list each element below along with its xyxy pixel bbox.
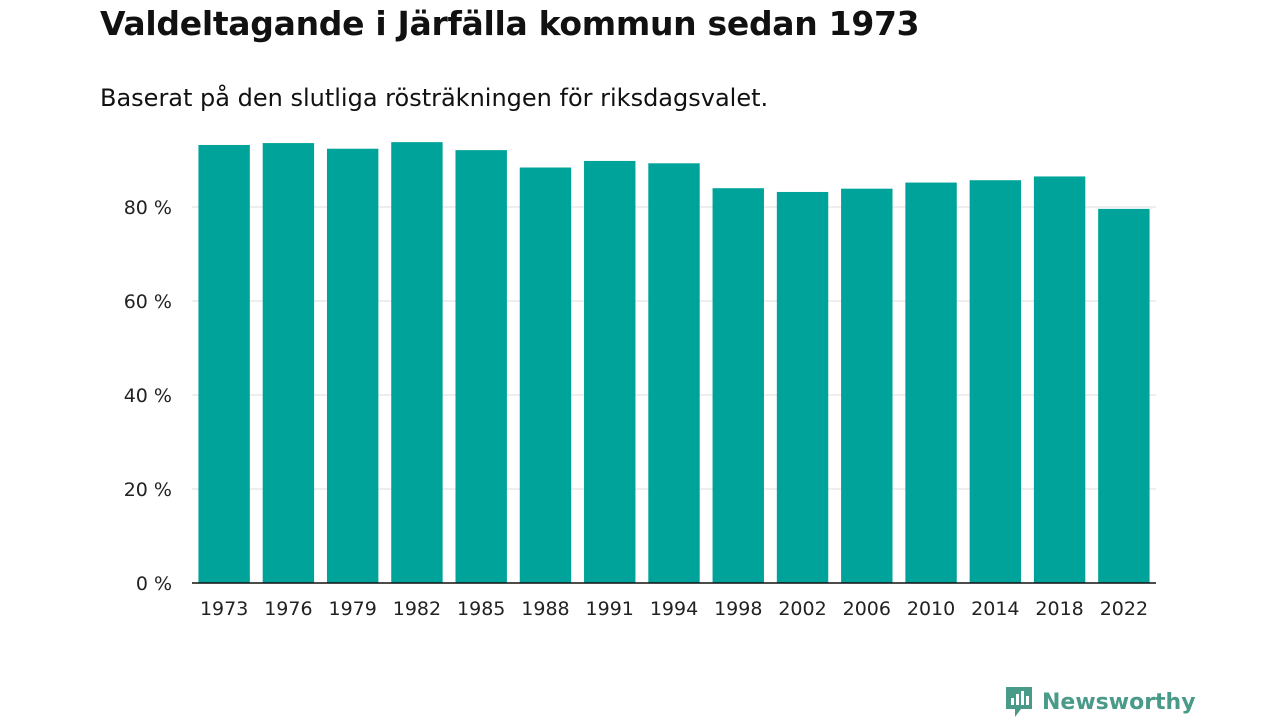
bar-2022	[1098, 208, 1150, 583]
x-tick-label: 1994	[650, 598, 698, 620]
bar-2014	[969, 180, 1022, 583]
logo-text: Newsworthy	[1042, 689, 1196, 715]
bar-1982	[391, 142, 443, 583]
x-tick-label: 1991	[586, 598, 634, 620]
x-tick-label: 1973	[200, 598, 248, 620]
newsworthy-logo-icon	[1006, 687, 1032, 717]
x-tick-label: 1985	[457, 598, 505, 620]
bar-1985	[455, 150, 507, 583]
x-tick-label: 2006	[843, 598, 891, 620]
x-tick-label: 1982	[393, 598, 441, 620]
bar-2010	[905, 182, 957, 583]
x-tick-label: 1998	[714, 598, 762, 620]
x-tick-label: 2014	[971, 598, 1019, 620]
y-tick-label: 40 %	[124, 385, 172, 407]
y-tick-label: 20 %	[124, 479, 172, 501]
y-tick-label: 0 %	[136, 573, 172, 595]
x-tick-label: 1988	[521, 598, 569, 620]
y-tick-label: 60 %	[124, 291, 172, 313]
axes: 0 % 20 % 40 % 60 % 80 % 1973 1976 1979 1982 1985 1…	[124, 197, 1156, 620]
y-tick-label: 80 %	[124, 197, 172, 219]
chart-subtitle: Baserat på den slutliga rösträkningen fö…	[100, 84, 769, 112]
x-tick-label: 2022	[1100, 598, 1148, 620]
x-tick-label: 2010	[907, 598, 955, 620]
bar-1976	[262, 143, 315, 583]
bar-1988	[519, 167, 572, 583]
bar-1998	[712, 188, 764, 583]
bar-1979	[326, 148, 379, 583]
x-tick-label: 2002	[778, 598, 826, 620]
bar-1994	[648, 163, 700, 584]
bar-1991	[584, 160, 636, 583]
chart-title: Valdeltagande i Järfälla kommun sedan 19…	[100, 4, 920, 43]
bar-2002	[776, 191, 829, 583]
bar-2006	[841, 188, 893, 584]
x-tick-label: 2018	[1035, 598, 1083, 620]
bar-2018	[1033, 176, 1086, 583]
bars	[198, 142, 1150, 584]
x-tick-label: 1976	[264, 598, 312, 620]
x-tick-label: 1979	[328, 598, 376, 620]
newsworthy-logo: Newsworthy	[1004, 684, 1196, 720]
bar-1973	[198, 144, 250, 583]
